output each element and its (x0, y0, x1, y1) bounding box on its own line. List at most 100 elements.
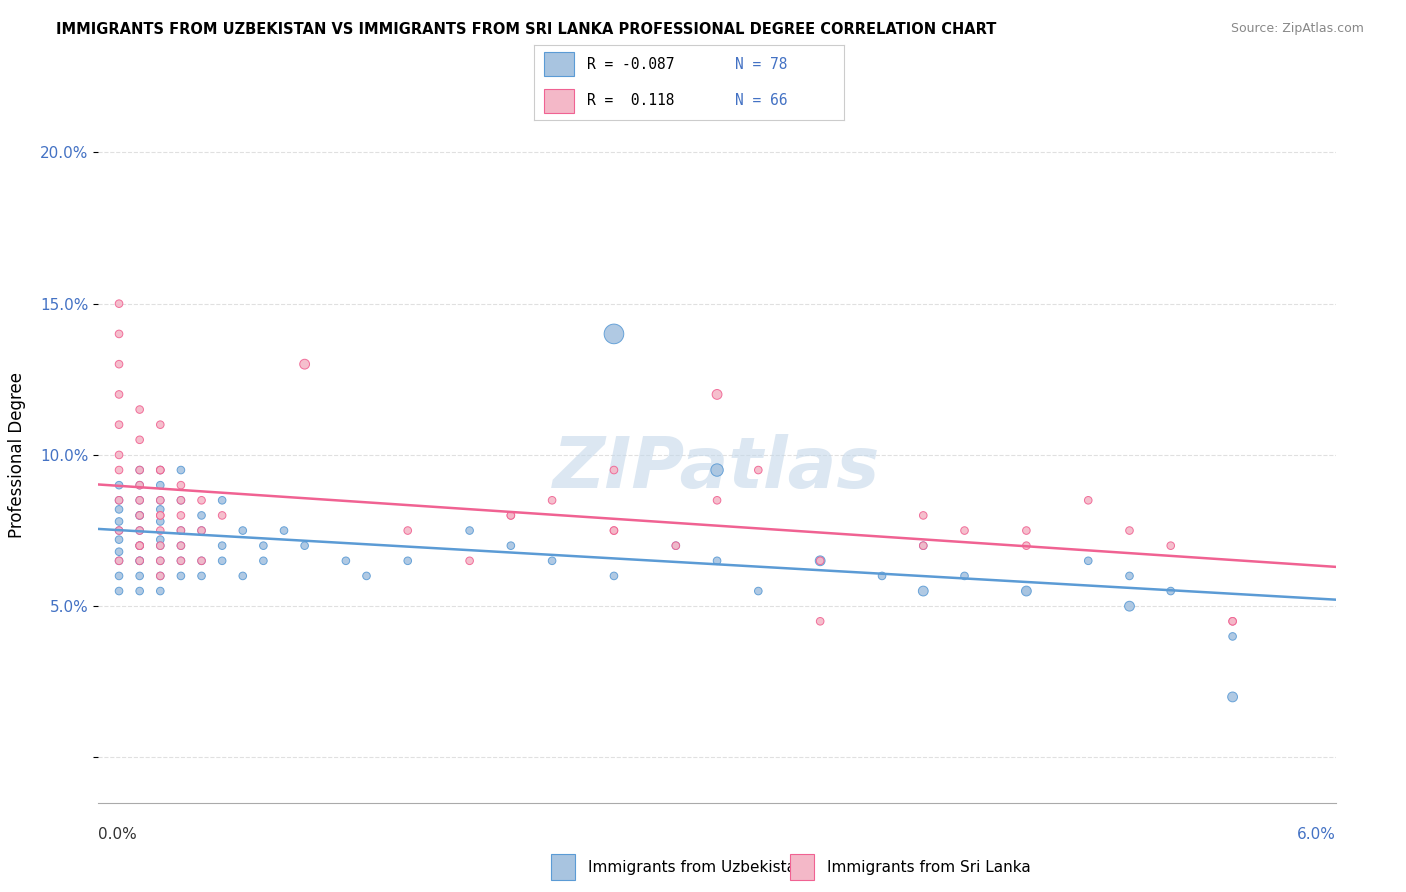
Point (170, 539, 193, 553)
Point (603, 524, 626, 538)
Point (170, 524, 193, 538)
Point (128, 524, 150, 538)
Text: ZIPatlas: ZIPatlas (554, 434, 880, 503)
Point (211, 554, 233, 568)
Point (1077, 554, 1099, 568)
Point (128, 524, 150, 538)
Point (170, 569, 193, 583)
Point (1222, 615, 1244, 629)
Point (1015, 584, 1038, 599)
Text: N = 78: N = 78 (735, 57, 787, 72)
Point (953, 524, 976, 538)
Point (1015, 524, 1038, 538)
Point (356, 569, 378, 583)
Point (541, 493, 564, 508)
Point (808, 554, 831, 568)
Point (128, 478, 150, 492)
Point (128, 508, 150, 523)
Point (252, 554, 274, 568)
Point (149, 569, 172, 583)
Point (665, 539, 688, 553)
Point (149, 554, 172, 568)
Point (170, 524, 193, 538)
Point (912, 584, 935, 599)
Point (1015, 584, 1038, 599)
Point (149, 539, 172, 553)
Point (665, 539, 688, 553)
Point (149, 502, 172, 516)
Point (108, 524, 131, 538)
Point (190, 524, 212, 538)
Text: Immigrants from Sri Lanka: Immigrants from Sri Lanka (827, 860, 1031, 874)
Point (128, 539, 150, 553)
Point (149, 554, 172, 568)
Text: Immigrants from Uzbekistan: Immigrants from Uzbekistan (588, 860, 806, 874)
Point (128, 539, 150, 553)
Point (396, 524, 419, 538)
Point (170, 493, 193, 508)
Point (108, 326, 131, 341)
Point (149, 508, 172, 523)
Point (149, 463, 172, 477)
Point (1077, 493, 1099, 508)
Text: R =  0.118: R = 0.118 (586, 93, 675, 108)
Text: R = -0.087: R = -0.087 (586, 57, 675, 72)
Point (190, 493, 212, 508)
Point (149, 524, 172, 538)
Point (232, 569, 254, 583)
Point (1015, 539, 1038, 553)
Point (706, 387, 728, 401)
Point (1222, 615, 1244, 629)
Point (108, 545, 131, 559)
Point (190, 508, 212, 523)
Point (294, 539, 316, 553)
Point (1222, 629, 1244, 643)
Point (190, 554, 212, 568)
Point (603, 524, 626, 538)
Point (149, 533, 172, 547)
Point (108, 502, 131, 516)
Point (294, 357, 316, 371)
Point (747, 463, 769, 477)
Point (170, 539, 193, 553)
Point (108, 478, 131, 492)
Point (211, 493, 233, 508)
Point (128, 554, 150, 568)
Point (808, 554, 831, 568)
Point (603, 326, 626, 341)
Point (108, 387, 131, 401)
Point (252, 539, 274, 553)
Point (808, 554, 831, 568)
Point (170, 493, 193, 508)
Point (108, 463, 131, 477)
Point (149, 508, 172, 523)
Point (211, 508, 233, 523)
Point (128, 554, 150, 568)
Point (499, 539, 522, 553)
Point (128, 539, 150, 553)
Point (1118, 599, 1140, 614)
Point (128, 539, 150, 553)
Point (1160, 539, 1182, 553)
Point (170, 478, 193, 492)
Point (149, 493, 172, 508)
Point (108, 524, 131, 538)
Point (499, 508, 522, 523)
Point (108, 417, 131, 432)
Point (190, 569, 212, 583)
Point (912, 539, 935, 553)
Point (912, 539, 935, 553)
Point (128, 569, 150, 583)
Point (128, 493, 150, 508)
Point (1160, 584, 1182, 599)
Point (128, 478, 150, 492)
Point (128, 493, 150, 508)
Point (108, 569, 131, 583)
Text: N = 66: N = 66 (735, 93, 787, 108)
Point (108, 357, 131, 371)
Point (108, 448, 131, 462)
Point (128, 508, 150, 523)
Point (170, 508, 193, 523)
Point (1222, 690, 1244, 704)
Point (108, 554, 131, 568)
